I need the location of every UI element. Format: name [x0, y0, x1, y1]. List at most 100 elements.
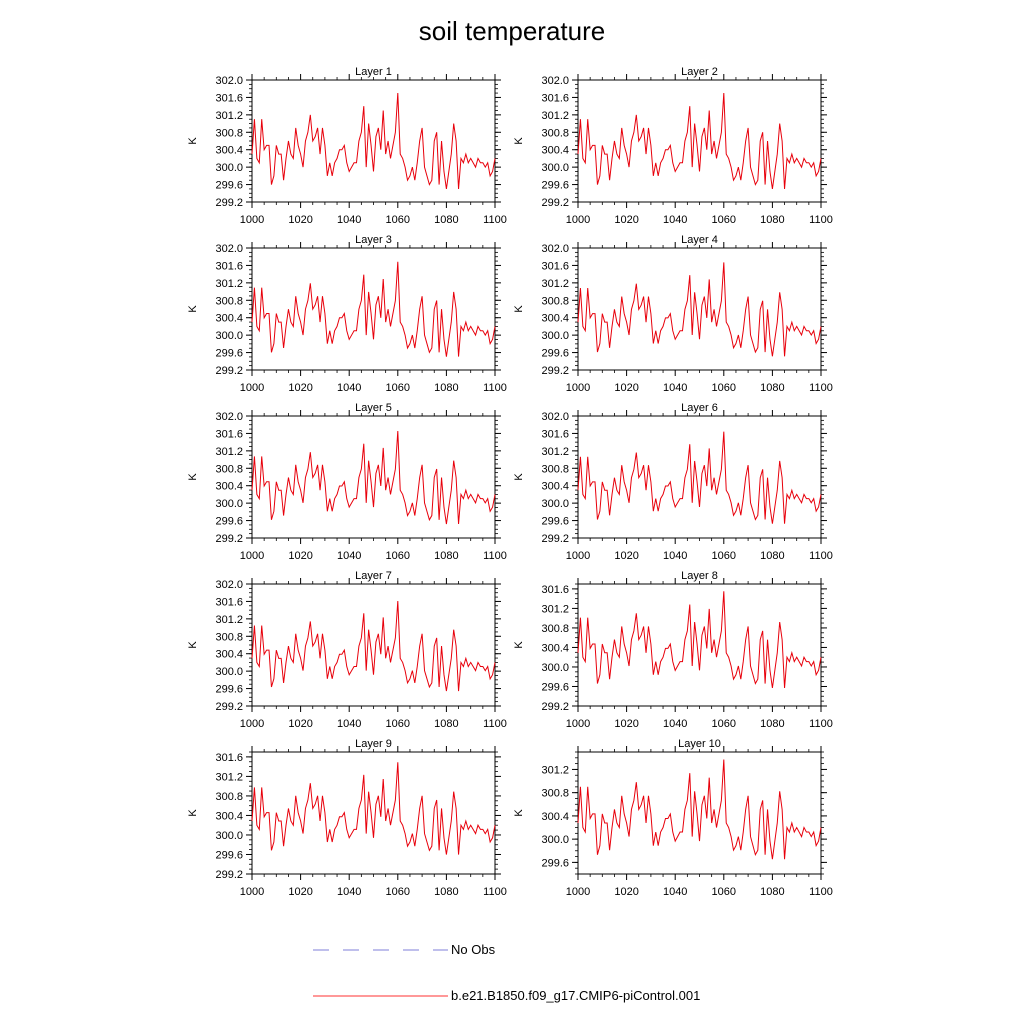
y-tick-label: 300.8: [541, 295, 569, 307]
y-tick-label: 299.2: [541, 701, 569, 713]
y-axis-label: K: [187, 473, 199, 481]
x-tick-label: 1080: [434, 886, 458, 898]
y-tick-label: 300.4: [215, 810, 243, 822]
y-tick-label: 300.8: [541, 127, 569, 139]
series-line: [251, 762, 496, 855]
x-tick-label: 1040: [337, 214, 361, 226]
y-tick-label: 299.6: [541, 348, 569, 360]
x-tick-label: 1000: [566, 214, 590, 226]
y-tick-label: 299.6: [541, 516, 569, 528]
y-tick-label: 302.0: [215, 75, 243, 87]
x-tick-label: 1000: [240, 214, 264, 226]
x-tick-label: 1040: [337, 718, 361, 730]
panel-title: Layer 5: [355, 402, 392, 414]
y-tick-label: 300.0: [215, 330, 243, 342]
x-tick-label: 1080: [760, 550, 784, 562]
y-tick-label: 300.0: [541, 162, 569, 174]
y-tick-label: 300.4: [541, 313, 569, 325]
x-tick-label: 1040: [337, 886, 361, 898]
panel-layer-3: Layer 3 302.0 301.6 301.2 300.8 300.4 300.0 299…: [187, 234, 507, 394]
panel-title: Layer 7: [355, 570, 392, 582]
series-line: [577, 759, 822, 860]
x-tick-label: 1080: [434, 718, 458, 730]
panel-title: Layer 2: [681, 66, 718, 78]
y-tick-label: 301.2: [215, 446, 243, 458]
panel-layer-2: Layer 2 302.0 301.6 301.2 300.8 300.4 300.0 299…: [513, 66, 833, 226]
y-tick-label: 300.4: [215, 145, 243, 157]
x-tick-label: 1100: [809, 382, 833, 394]
panel-layer-7: Layer 7 302.0 301.6 301.2 300.8 300.4 300.0 299…: [187, 570, 507, 730]
y-tick-label: 300.4: [541, 145, 569, 157]
panel-title: Layer 8: [681, 570, 718, 582]
y-tick-label: 301.6: [215, 92, 243, 104]
x-tick-label: 1020: [288, 886, 312, 898]
y-tick-label: 300.8: [215, 295, 243, 307]
y-axis-label: K: [513, 641, 525, 649]
x-tick-label: 1100: [809, 214, 833, 226]
y-tick-label: 300.0: [215, 830, 243, 842]
y-tick-label: 299.6: [215, 180, 243, 192]
panel-layer-1: Layer 1 302.0 301.6 301.2 300.8 300.4 300.0 299…: [187, 66, 507, 226]
panel-layer-9: Layer 9 301.6 301.2 300.8 300.4 300.0 299.6 299…: [187, 738, 507, 898]
y-axis-label: K: [187, 641, 199, 649]
y-tick-label: 301.2: [541, 603, 569, 615]
series-line: [577, 431, 822, 524]
y-tick-label: 300.4: [541, 811, 569, 823]
x-tick-label: 1080: [434, 382, 458, 394]
plot-frame: [251, 751, 496, 875]
legend: No Obs b.e21.B1850.f09_g17.CMIP6-piContro…: [313, 942, 700, 1003]
y-tick-label: 302.0: [215, 579, 243, 591]
y-tick-label: 299.6: [215, 348, 243, 360]
panel-layer-5: Layer 5 302.0 301.6 301.2 300.8 300.4 300.0 299…: [187, 402, 507, 562]
y-tick-label: 301.2: [541, 446, 569, 458]
y-tick-label: 302.0: [541, 411, 569, 423]
y-tick-label: 301.2: [541, 764, 569, 776]
x-tick-label: 1000: [566, 718, 590, 730]
y-axis-label: K: [513, 473, 525, 481]
legend-label: No Obs: [451, 942, 496, 957]
x-tick-label: 1100: [483, 550, 507, 562]
x-tick-label: 1060: [712, 886, 736, 898]
y-tick-label: 300.4: [215, 481, 243, 493]
x-tick-label: 1020: [614, 214, 638, 226]
y-tick-label: 300.8: [215, 631, 243, 643]
y-tick-label: 300.8: [541, 463, 569, 475]
series-line: [251, 600, 496, 692]
y-axis-label: K: [513, 305, 525, 313]
y-tick-label: 300.8: [541, 623, 569, 635]
y-tick-label: 299.2: [541, 365, 569, 377]
y-tick-label: 300.4: [215, 313, 243, 325]
panel-title: Layer 9: [355, 738, 392, 750]
y-tick-label: 300.0: [215, 498, 243, 510]
legend-item: No Obs: [313, 942, 496, 957]
y-tick-label: 300.0: [541, 498, 569, 510]
x-tick-label: 1100: [483, 214, 507, 226]
y-tick-label: 299.6: [541, 180, 569, 192]
x-tick-label: 1040: [663, 718, 687, 730]
panel-title: Layer 3: [355, 234, 392, 246]
y-tick-label: 299.2: [215, 365, 243, 377]
x-tick-label: 1060: [386, 214, 410, 226]
x-tick-label: 1100: [483, 382, 507, 394]
series-line: [577, 591, 822, 689]
y-tick-label: 301.6: [215, 428, 243, 440]
y-axis-label: K: [187, 809, 199, 817]
y-tick-label: 300.4: [541, 642, 569, 654]
x-tick-label: 1020: [288, 382, 312, 394]
y-tick-label: 301.2: [215, 614, 243, 626]
x-tick-label: 1020: [288, 214, 312, 226]
y-tick-label: 301.6: [541, 92, 569, 104]
x-tick-label: 1040: [663, 550, 687, 562]
y-tick-label: 300.0: [215, 666, 243, 678]
y-axis-label: K: [513, 809, 525, 817]
x-tick-label: 1020: [614, 718, 638, 730]
y-tick-label: 302.0: [541, 243, 569, 255]
x-tick-label: 1020: [288, 718, 312, 730]
y-tick-label: 300.0: [215, 162, 243, 174]
y-tick-label: 301.2: [215, 278, 243, 290]
y-tick-label: 301.2: [541, 110, 569, 122]
panel-title: Layer 10: [678, 738, 721, 750]
y-tick-label: 301.6: [541, 584, 569, 596]
x-tick-label: 1060: [386, 718, 410, 730]
